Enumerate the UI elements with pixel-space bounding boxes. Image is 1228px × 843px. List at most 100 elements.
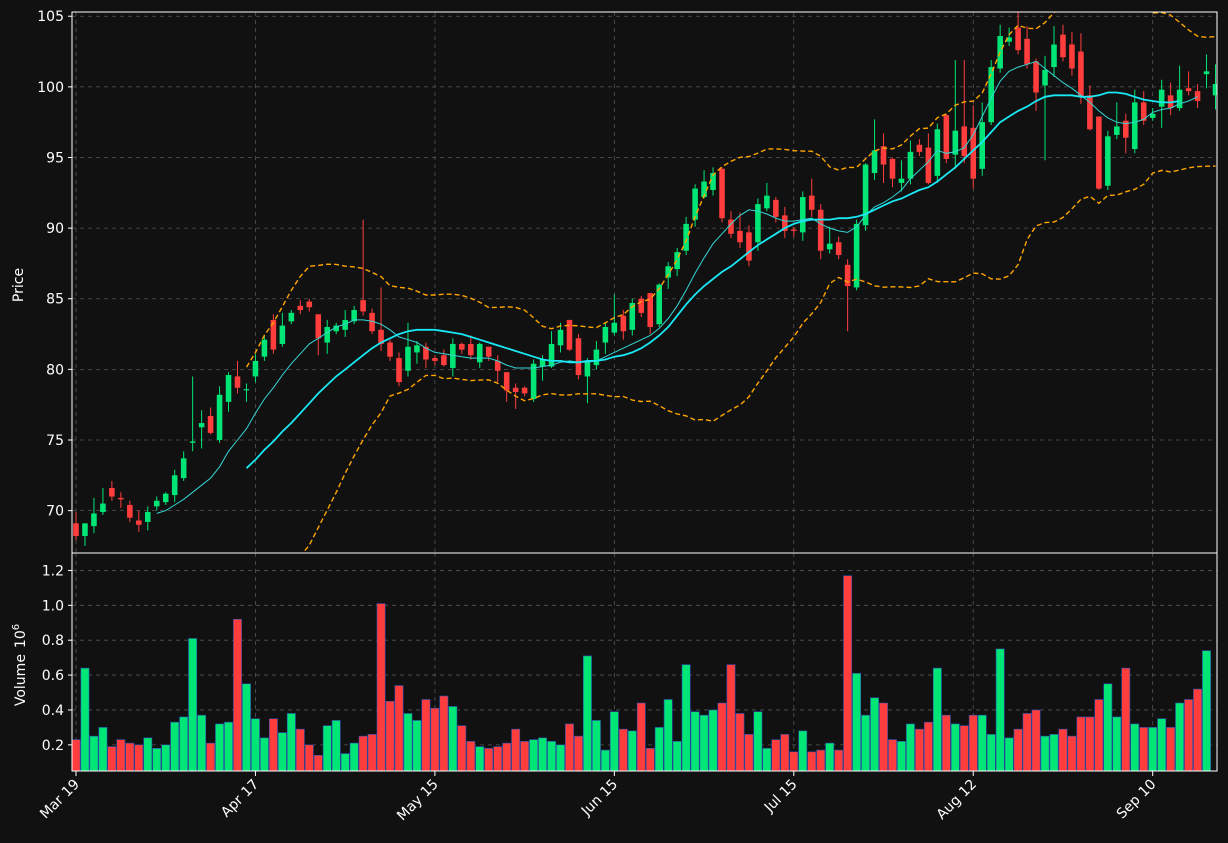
candle-body [136, 520, 142, 525]
volume-bar [995, 648, 1005, 771]
candle-body [387, 342, 393, 357]
volume-bar [170, 721, 180, 771]
candle-body [988, 67, 994, 123]
volume-bar [681, 664, 691, 771]
volume-bar [430, 707, 440, 771]
candle-body [566, 319, 573, 350]
volume-y-tick-label: 0.6 [42, 668, 64, 684]
volume-bar [744, 734, 754, 771]
volume-y-ticks: 0.2 0.4 0.6 0.8 1.0 1.2 [42, 563, 72, 754]
volume-bar [251, 718, 260, 771]
price-grid [72, 12, 1217, 553]
volume-bar [268, 718, 278, 771]
candle-body [73, 523, 79, 537]
candle-body [665, 266, 671, 278]
volume-bar [672, 741, 682, 771]
candle-body [494, 360, 501, 371]
candle-body [279, 325, 286, 344]
candle-body [109, 488, 115, 497]
price-y-tick-label: 105 [37, 9, 64, 25]
volume-bar [511, 728, 521, 771]
candle-body [369, 312, 375, 332]
candle-body [925, 147, 932, 183]
candle-body [1078, 51, 1084, 97]
volume-bar [583, 655, 592, 771]
candle-body [898, 178, 905, 183]
volume-panel-frame [71, 552, 1218, 772]
candle-body [943, 115, 950, 159]
volume-bar [879, 702, 888, 771]
volume-bar [520, 741, 530, 771]
volume-bar [529, 739, 539, 771]
volume-bar [448, 706, 458, 771]
volume-bar [906, 723, 915, 771]
candle-body [692, 188, 698, 220]
volume-bar [349, 742, 359, 771]
volume-bar [376, 603, 386, 771]
candle-body [512, 387, 519, 392]
candle-body [629, 302, 636, 330]
volume-bar [502, 742, 512, 771]
price-candles [73, 12, 1217, 546]
volume-bar [1121, 667, 1131, 771]
candle-body [234, 376, 241, 388]
volume-y-tick-label: 0.4 [42, 703, 64, 719]
volume-bar [547, 741, 556, 771]
candle-body [1114, 126, 1120, 135]
candle-body [764, 195, 770, 209]
price-y-tick-label: 75 [46, 433, 64, 449]
volume-bar [367, 734, 377, 771]
volume-bar [1067, 735, 1077, 771]
candle-body [450, 343, 456, 368]
volume-bar [143, 737, 153, 771]
volume-bar [394, 685, 404, 771]
candle-body [862, 164, 869, 226]
candle-body [171, 475, 178, 496]
volume-bar [215, 723, 224, 771]
volume-bar [484, 748, 494, 771]
volume-bar [565, 723, 574, 771]
volume-bar [1013, 728, 1023, 771]
volume-bar [412, 720, 422, 771]
volume-bar [322, 725, 332, 771]
volume-bar [358, 735, 368, 771]
candle-body [414, 345, 420, 353]
candle-body [100, 503, 106, 513]
price-y-tick-label: 90 [46, 221, 64, 237]
volume-bar [313, 755, 323, 771]
candle-body [530, 363, 537, 400]
candle-body [189, 441, 196, 443]
candle-body [216, 394, 223, 440]
candle-body [1042, 69, 1048, 86]
candle-body [127, 504, 133, 518]
volume-bar [98, 727, 108, 771]
candle-body [755, 204, 761, 243]
volume-bar [538, 737, 547, 771]
candle-body [378, 329, 384, 344]
candle-body [710, 173, 716, 190]
candle-body [82, 523, 88, 537]
volume-bar [188, 638, 198, 771]
candle-body [916, 144, 923, 152]
volume-panel: 0.2 0.4 0.6 0.8 1.0 1.2 Volume 106 [11, 552, 1218, 772]
candle-body [799, 197, 806, 233]
candle-body [270, 319, 277, 350]
volume-bar [286, 713, 296, 771]
candle-body [432, 358, 438, 361]
candle-body [288, 312, 295, 322]
candle-body [934, 129, 941, 176]
candle-body [468, 343, 474, 356]
candle-body [243, 389, 250, 391]
candle-body [737, 230, 743, 243]
candle-body [1158, 89, 1165, 107]
volume-bar [259, 737, 269, 771]
candle-body [423, 346, 429, 360]
volume-bar [340, 753, 350, 771]
volume-bar [1049, 734, 1059, 771]
candle-body [333, 325, 339, 332]
volume-bar [1139, 727, 1149, 771]
candle-body [162, 493, 169, 503]
volume-bar [986, 734, 996, 771]
candle-body [441, 355, 447, 366]
volume-bar [825, 742, 835, 771]
